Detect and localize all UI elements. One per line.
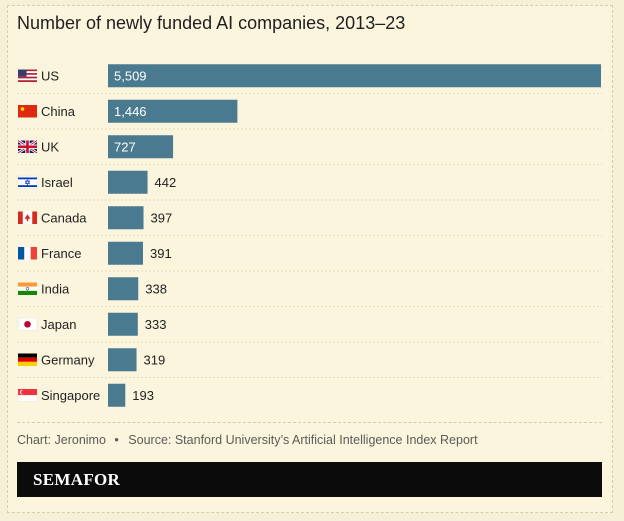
brand-bar: SEMAFOR — [17, 462, 602, 497]
value-label: 333 — [145, 317, 167, 332]
category-label: Israel — [41, 175, 73, 190]
bar — [108, 348, 137, 372]
bar — [108, 312, 138, 336]
bar — [108, 277, 139, 301]
category-label: France — [41, 246, 81, 261]
bar — [108, 241, 143, 265]
value-label: 319 — [144, 352, 166, 367]
source-line: Chart: Jeronimo • Source: Stanford Unive… — [17, 433, 478, 447]
china-flag-icon — [18, 105, 37, 118]
israel-flag-icon — [17, 175, 38, 189]
bar — [108, 99, 238, 123]
category-label: Japan — [41, 317, 76, 332]
divider — [17, 422, 602, 423]
bar — [108, 135, 174, 159]
value-label: 727 — [114, 139, 136, 154]
value-label: 338 — [145, 281, 167, 296]
japan-flag-icon — [17, 317, 38, 331]
category-label: Singapore — [41, 388, 100, 403]
uk-flag-icon — [17, 139, 38, 155]
category-label: India — [41, 281, 70, 296]
category-label: US — [41, 68, 59, 83]
category-label: China — [41, 104, 76, 119]
bar — [108, 383, 126, 407]
france-flag-icon — [18, 247, 37, 260]
singapore-flag-icon — [17, 389, 38, 402]
value-label: 193 — [132, 388, 154, 403]
value-label: 442 — [155, 175, 177, 190]
category-label: UK — [41, 139, 59, 154]
brand-logo: SEMAFOR — [33, 470, 121, 489]
bar-chart: US 5,509 China 1,446 UK 727 Israel 442 Canada 397… — [17, 64, 602, 407]
chart-credit: Chart: Jeronimo — [17, 433, 106, 447]
source-text: Source: Stanford University’s Artificial… — [128, 433, 478, 447]
bar — [108, 170, 148, 194]
bar — [108, 64, 601, 88]
chart-title: Number of newly funded AI companies, 201… — [17, 13, 406, 33]
us-flag-icon — [18, 69, 37, 82]
value-label: 1,446 — [114, 104, 147, 119]
value-label: 5,509 — [114, 68, 147, 83]
value-label: 391 — [150, 246, 172, 261]
germany-flag-icon — [18, 353, 37, 366]
category-label: Germany — [41, 352, 95, 367]
source-separator: • — [114, 433, 119, 447]
value-label: 397 — [151, 210, 173, 225]
bar — [108, 206, 144, 230]
category-label: Canada — [41, 210, 87, 225]
canada-flag-icon — [18, 211, 37, 224]
india-flag-icon — [18, 282, 37, 295]
